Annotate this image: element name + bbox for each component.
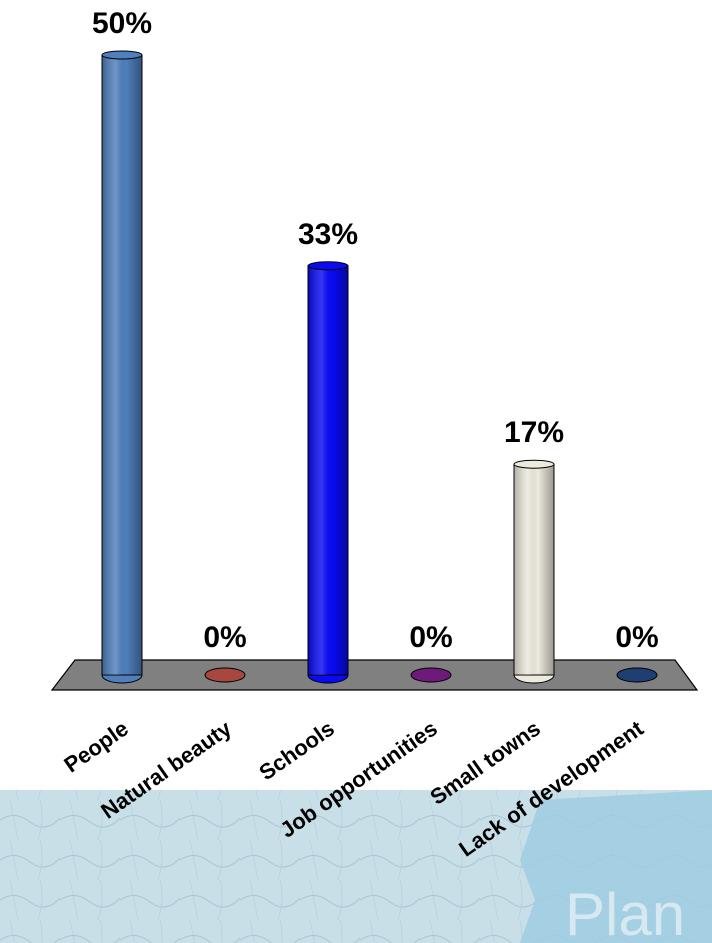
bar-cap	[101, 50, 143, 60]
chart-floor	[50, 659, 699, 691]
category-label: People	[59, 716, 132, 778]
bar-shading	[308, 265, 348, 675]
map-background	[0, 790, 712, 943]
plan-logo-text: Plan	[565, 881, 685, 943]
bar-zero-disc	[616, 667, 658, 683]
value-label: 33%	[298, 218, 358, 251]
bar-shading	[514, 464, 554, 675]
value-labels-layer: 50% 0% 33% 0% 17% 0%	[92, 7, 659, 654]
category-label: Schools	[254, 716, 338, 786]
value-label: 50%	[92, 7, 152, 40]
value-label: 0%	[615, 621, 658, 654]
state-shape	[520, 790, 712, 943]
bar	[307, 261, 349, 684]
bar	[101, 50, 143, 684]
bar	[204, 667, 246, 683]
value-label: 17%	[504, 416, 564, 449]
bar	[513, 459, 555, 684]
value-label: 0%	[203, 621, 246, 654]
bar-shading	[102, 55, 142, 675]
bar-cap	[307, 261, 349, 271]
bar-cap	[513, 459, 555, 469]
bar	[410, 667, 452, 683]
bar	[616, 667, 658, 683]
bars-layer	[101, 50, 658, 684]
bar-zero-disc	[410, 667, 452, 683]
bar-zero-disc	[204, 667, 246, 683]
value-label: 0%	[409, 621, 452, 654]
